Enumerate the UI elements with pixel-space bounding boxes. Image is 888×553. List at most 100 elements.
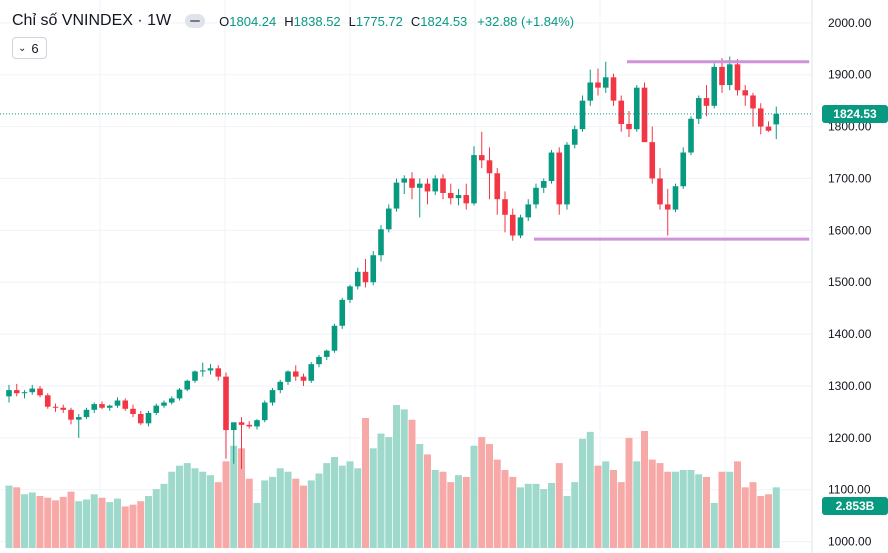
volume-bar [548,483,555,548]
volume-bar [594,465,602,548]
volume-bar [656,463,664,548]
volume-bar [300,485,307,548]
candle-body [409,178,415,188]
volume-bar [749,482,757,548]
volume-bar [478,437,486,548]
candle-body [471,155,477,204]
change-value: +32.88 (+1.84%) [477,13,575,29]
volume-bar [765,494,772,548]
volume-bar [703,476,710,548]
candle-body [199,370,206,372]
volume-bar [106,502,114,548]
candle-body [52,406,59,408]
volume-bar [222,461,230,548]
candle-body [230,422,237,431]
y-tick-label: 1800.00 [828,120,872,134]
candle-body [564,144,570,205]
candle-body [587,82,594,101]
candle-body [246,424,253,427]
volume-bar [641,431,648,548]
volume-bar [137,501,145,548]
minus-pill-icon[interactable] [185,14,206,28]
candle-body [130,408,136,414]
candle-body [525,204,532,218]
volume-bar [176,465,183,548]
candle-body [440,178,446,193]
volume-bar [400,409,408,548]
volume-bar [36,496,44,548]
volume-bar [470,445,478,548]
candle-body [316,356,322,365]
candle-body [610,77,617,101]
low-label: L [348,13,356,29]
volume-bar [145,496,152,548]
symbol-title[interactable]: Chỉ số VNINDEX · 1W [12,12,172,29]
volume-bar [83,499,90,548]
last-price-label: 1824.53 [822,104,888,123]
candle-body [60,407,67,410]
volume-bar [486,444,493,548]
volume-bar [408,419,416,548]
volume-bar [191,468,199,548]
candle-body [91,404,98,410]
volume-bar [524,483,532,548]
candle-body [184,380,191,390]
candle-body [37,388,43,396]
y-tick-label: 1500.00 [828,275,872,289]
candle-body [153,405,160,413]
volume-bar [672,471,679,548]
volume-bar [718,471,726,548]
candle-body [192,371,198,381]
volume-bar [129,504,137,548]
candle-body [726,64,733,86]
candle-body [207,368,214,371]
volume-bar [602,461,610,548]
volume-bar [586,431,594,548]
candle-body [13,390,20,394]
candle-body [161,402,167,406]
candle-body [114,400,121,406]
candle-body [633,87,640,130]
candle-body [393,182,400,209]
y-tick-label: 1700.00 [828,171,872,185]
volume-bar [679,470,687,548]
candle-body [502,199,508,215]
volume-bar [160,483,168,548]
candle-body [44,395,51,407]
candle-body [145,412,152,424]
volume-bar [664,471,672,548]
volume-bar [431,470,439,548]
volume-bar [284,471,292,548]
candle-body [106,405,113,408]
candle-body [238,422,245,425]
candle-body [75,417,82,420]
high-label: H [284,13,294,29]
candle-body [672,186,679,210]
volume-bar [238,448,245,548]
candle-body [432,178,439,192]
candle-body [385,208,392,230]
candle-body [370,255,377,283]
volume-bar [21,494,28,548]
candle-body [362,271,369,283]
volume-bar [13,487,21,548]
candle-body [83,409,90,418]
indicators-toggle-button[interactable]: ⌄ 6 [12,37,47,59]
candle-body [680,152,687,187]
candle-body [548,152,555,182]
y-tick-label: 1300.00 [828,379,872,393]
high-value: 1838.52 [293,13,341,29]
volume-bar [377,433,385,548]
candle-body [331,325,338,351]
volume-bar [741,487,749,548]
candle-body [626,123,632,130]
volume-bar [648,459,656,548]
volume-bar [687,470,695,548]
candle-body [533,187,539,205]
volume-bar [540,489,548,548]
candle-body [556,152,563,205]
volume-bar [346,461,354,548]
candle-body [540,181,547,188]
candle-body [292,371,299,377]
